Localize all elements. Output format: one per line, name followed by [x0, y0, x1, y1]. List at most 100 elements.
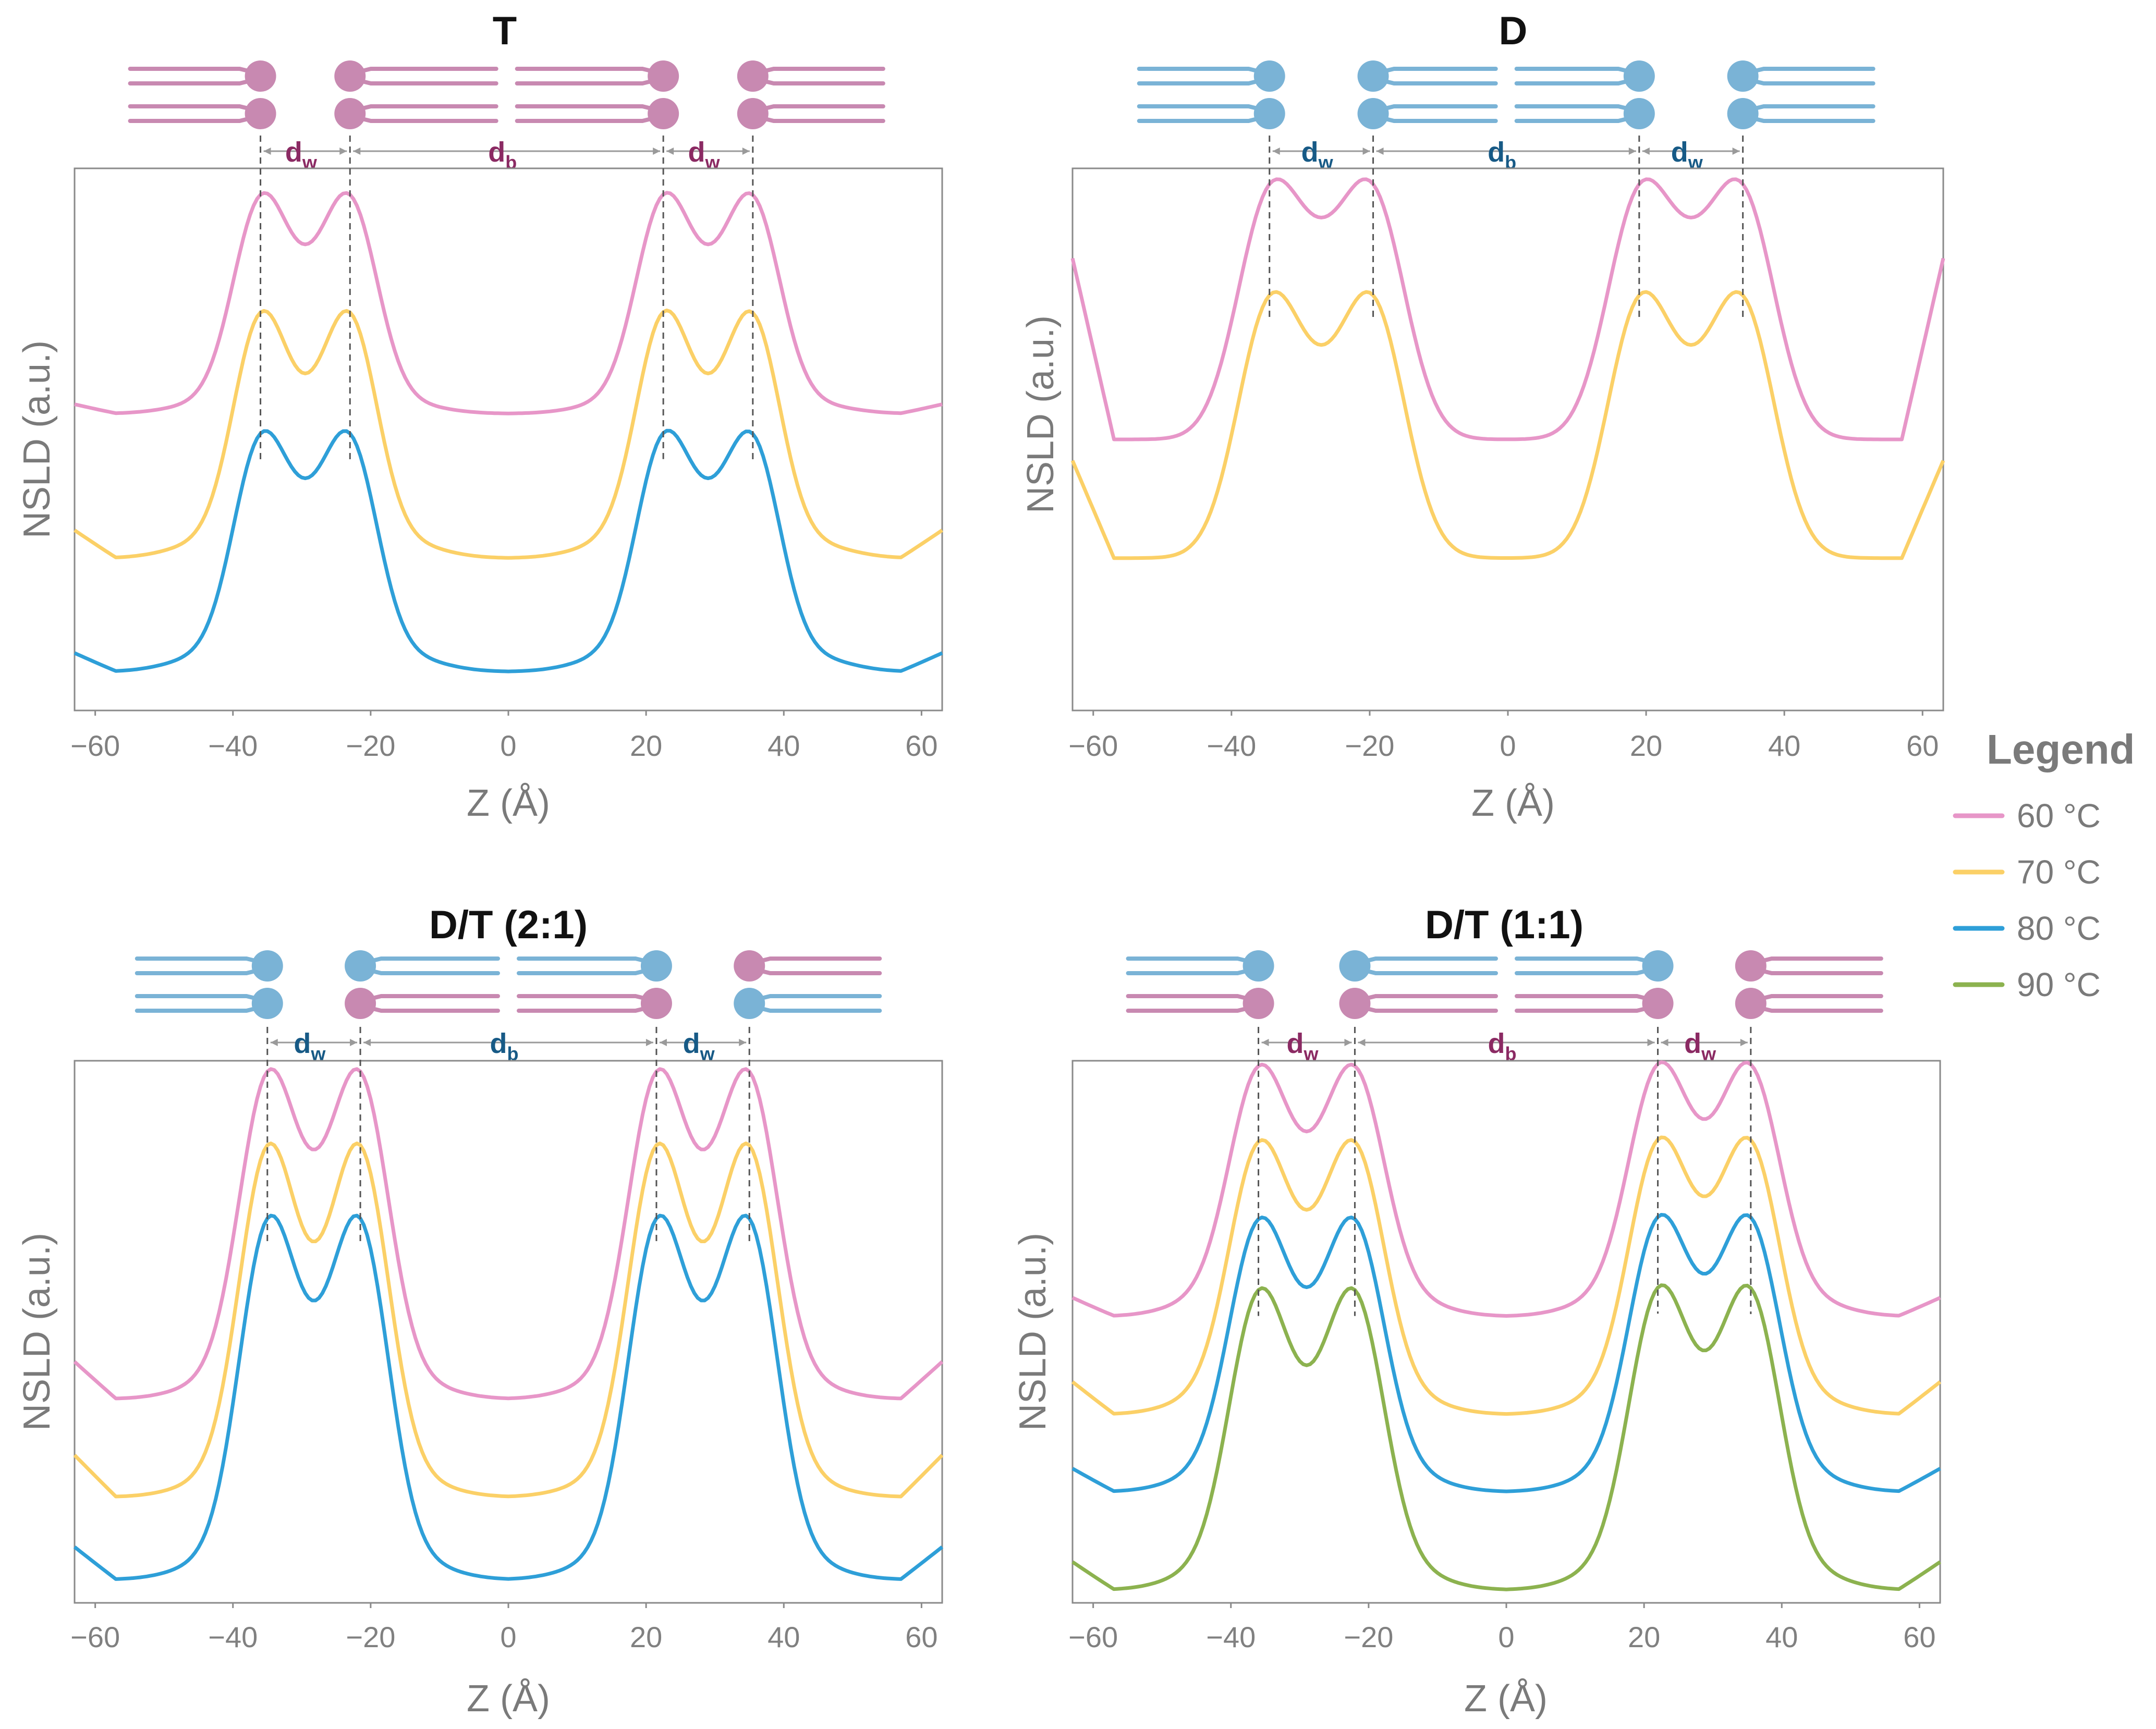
lipid-tail	[1353, 966, 1498, 975]
lipid-tail	[128, 114, 263, 123]
dw-label: dw	[294, 1028, 326, 1064]
lipid-head	[345, 988, 376, 1019]
lipid-head	[1339, 950, 1371, 982]
x-axis-label: Z (Å)	[1464, 1678, 1548, 1720]
lipid-tail	[1740, 104, 1875, 114]
dw-label: dw	[1671, 137, 1703, 173]
x-tick-label: 0	[500, 1621, 516, 1653]
lipid-tail	[517, 957, 659, 966]
legend-label: 80 °C	[2017, 910, 2101, 947]
dw-label: dw	[285, 137, 318, 173]
x-tick-label: −20	[346, 1621, 395, 1653]
lipid-head	[648, 98, 679, 129]
x-tick-label: −20	[1345, 729, 1394, 762]
dw-label: dw	[688, 137, 720, 173]
lipid-head	[1243, 988, 1274, 1019]
lipid-tail	[128, 76, 263, 85]
lipid-tail	[1126, 1003, 1261, 1013]
lipid-tail	[515, 104, 666, 114]
x-tick-label: 40	[768, 1621, 800, 1653]
panel-DT-2-1: D/T (2:1) dw db dw −60 −40 −20 0 20 40 60 Z (Å) …	[16, 903, 944, 1720]
lipid-tail	[1137, 67, 1272, 76]
lipid-tail	[135, 994, 270, 1003]
x-tick-label: 60	[1903, 1621, 1935, 1653]
lipid-tail	[128, 104, 263, 114]
legend: Legend 60 °C 70 °C 80 °C 90 °C	[1953, 726, 2135, 1003]
x-axis-label: Z (Å)	[1471, 782, 1555, 824]
lipid-head	[1357, 98, 1389, 129]
legend-label: 90 °C	[2017, 966, 2101, 1003]
lipid-tail	[1515, 1003, 1660, 1013]
lipid-tail	[1137, 104, 1272, 114]
bilayer-schematic: dw db dw	[128, 60, 885, 173]
lipid-head	[334, 98, 366, 129]
series-line-70C	[74, 309, 943, 560]
bilayer-schematic: dw db dw	[1126, 950, 1883, 1064]
lipid-head	[245, 98, 276, 129]
x-ticks: −60 −40 −20 0 20 40 60	[1068, 710, 1939, 762]
panel-DT-1-1: D/T (1:1) dw db dw −60 −40 −20 0 20 40 60 Z (Å) …	[1012, 903, 1942, 1720]
lipid-tail	[348, 104, 498, 114]
x-tick-label: 60	[905, 1621, 937, 1653]
series-line-80C	[73, 1213, 944, 1581]
x-tick-label: 0	[1498, 1621, 1514, 1653]
lipid-tail	[1353, 957, 1498, 966]
lipid-tail	[1371, 76, 1498, 85]
lipid-tail	[1126, 957, 1261, 966]
lipid-tail	[750, 104, 885, 114]
series-line-70C	[73, 1142, 944, 1499]
lipid-tail	[348, 67, 498, 76]
lipid-tail	[1748, 957, 1883, 966]
lipid-tail	[1137, 76, 1272, 85]
lipid-tail	[1515, 966, 1660, 975]
lipid-tail	[135, 966, 270, 975]
lipid-head	[1735, 950, 1767, 982]
lipid-tail	[1371, 104, 1498, 114]
dw-label: dw	[683, 1028, 715, 1064]
lipid-head	[1623, 60, 1655, 92]
lipid-head	[334, 60, 366, 92]
lipid-head	[251, 988, 283, 1019]
lipid-head	[1735, 988, 1767, 1019]
lipid-tail	[515, 76, 666, 85]
x-tick-label: −60	[70, 1621, 120, 1653]
lipid-head	[1623, 98, 1655, 129]
x-tick-label: 60	[905, 729, 937, 762]
lipid-tail	[1514, 67, 1641, 76]
x-tick-label: −20	[1344, 1621, 1393, 1653]
series-line-60C	[74, 191, 943, 415]
x-tick-label: 20	[630, 729, 662, 762]
dw-label: dw	[1287, 1028, 1319, 1064]
lipid-head	[1642, 988, 1674, 1019]
lipid-tail	[1353, 1003, 1498, 1013]
lipid-tail	[1515, 994, 1660, 1003]
lipid-head	[1357, 60, 1389, 92]
lipid-tail	[1748, 994, 1883, 1003]
dw-label: dw	[1684, 1028, 1716, 1064]
lipid-head	[737, 98, 769, 129]
y-axis-label: NSLD (a.u.)	[16, 1233, 58, 1431]
y-axis-label: NSLD (a.u.)	[1012, 1233, 1054, 1431]
lipid-head	[251, 950, 283, 982]
lipid-tail	[747, 1003, 882, 1013]
lipid-head	[737, 60, 769, 92]
lipid-head	[1339, 988, 1371, 1019]
x-tick-label: −40	[208, 1621, 258, 1653]
lipid-tail	[1748, 966, 1883, 975]
lipid-tail	[750, 114, 885, 123]
bilayer-schematic: dw db dw	[135, 950, 882, 1064]
panel-title: D/T (1:1)	[1425, 903, 1583, 947]
panel-title: D	[1499, 9, 1528, 53]
lipid-tail	[1371, 67, 1498, 76]
lipid-tail	[1740, 76, 1875, 85]
lipid-tail	[1126, 994, 1261, 1003]
lipid-tail	[515, 67, 666, 76]
lipid-tail	[1137, 114, 1272, 123]
series-line-70C	[1070, 290, 1945, 560]
nsld-curves	[73, 1027, 944, 1581]
legend-label: 60 °C	[2017, 797, 2101, 835]
lipid-tail	[1514, 114, 1641, 123]
lipid-tail	[1514, 76, 1641, 85]
lipid-tail	[358, 1003, 500, 1013]
x-tick-label: 40	[1765, 1621, 1798, 1653]
